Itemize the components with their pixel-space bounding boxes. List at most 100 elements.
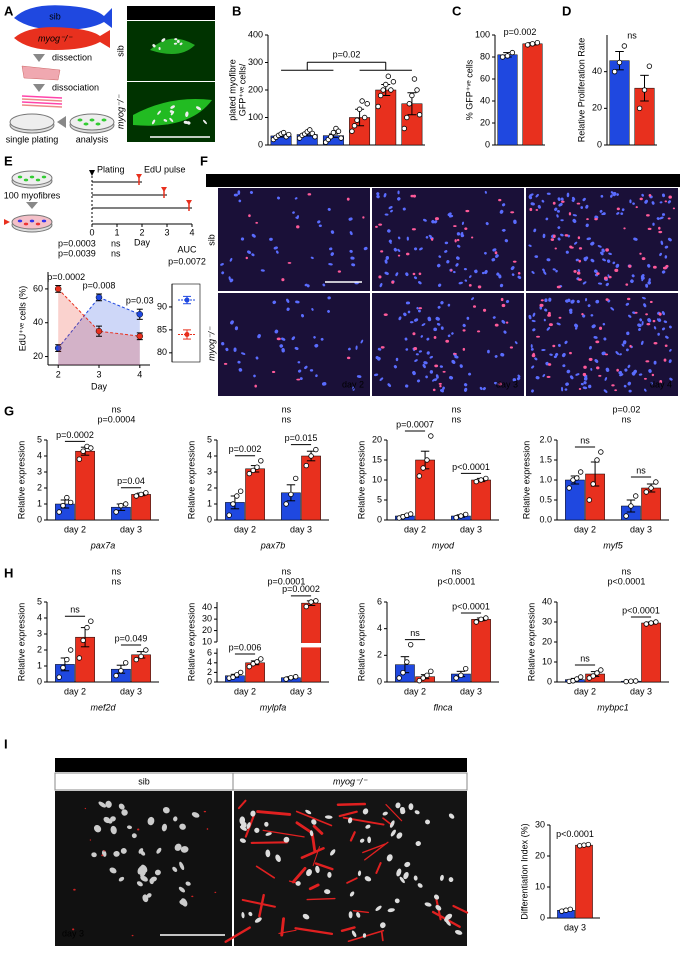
y-tick-label: 0 <box>377 676 382 686</box>
fish-sib <box>14 5 112 30</box>
cell <box>191 895 194 898</box>
y-tick-label: 0 <box>37 514 42 524</box>
cell <box>349 249 353 253</box>
cell <box>178 886 186 893</box>
data-point <box>416 112 423 118</box>
data-point <box>64 494 70 501</box>
cell <box>554 207 558 212</box>
cell <box>427 316 432 322</box>
y-tick-label: 0 <box>547 676 552 686</box>
cell <box>101 118 107 122</box>
cell <box>653 360 657 365</box>
x-tick-label: day 3 <box>120 524 142 534</box>
y-tick-label: 30 <box>542 616 552 626</box>
y-tick-label: 3 <box>207 466 212 476</box>
cell <box>103 850 106 852</box>
cell <box>456 256 460 260</box>
y-tick-label: 90 <box>157 301 167 311</box>
cell <box>600 251 604 256</box>
data-point <box>258 458 264 464</box>
stats-header: ns <box>282 414 292 424</box>
comparison-label: p<0.0001 <box>622 605 660 615</box>
cell <box>540 299 544 302</box>
cell <box>513 219 517 225</box>
cell <box>501 303 506 308</box>
y-tick-label: 6 <box>377 596 382 606</box>
label: 0 <box>89 227 94 237</box>
cell <box>351 930 357 938</box>
cell <box>295 300 300 304</box>
cell <box>17 175 23 179</box>
y-axis-label: Relative Proliferation Rate <box>576 38 586 143</box>
image-edu <box>218 293 370 396</box>
cell <box>583 381 587 385</box>
cell <box>337 270 342 273</box>
cell <box>531 271 535 274</box>
cell <box>596 366 600 370</box>
cell <box>347 347 351 351</box>
cell <box>89 839 92 841</box>
cell <box>405 348 409 351</box>
myotube <box>255 865 276 879</box>
data-point <box>80 637 86 644</box>
data-point <box>499 54 506 60</box>
cell <box>426 351 430 355</box>
cell <box>640 274 645 279</box>
cell <box>577 278 582 281</box>
cell <box>463 383 468 387</box>
cell <box>72 928 75 931</box>
cell <box>255 356 259 360</box>
cell <box>558 203 563 207</box>
cell <box>628 314 632 318</box>
cell <box>528 195 533 200</box>
cell <box>641 193 644 197</box>
stats-header: p=0.0001 <box>268 576 306 586</box>
cell <box>544 308 548 312</box>
myotube <box>380 931 384 942</box>
cell <box>532 328 536 332</box>
cell <box>377 347 382 351</box>
cell <box>233 193 238 197</box>
y-axis-label: Relative expression <box>186 603 196 682</box>
data-point <box>64 656 70 663</box>
cell <box>503 330 507 334</box>
cell <box>403 312 407 317</box>
cell <box>384 259 388 264</box>
data-point <box>359 98 365 104</box>
cell <box>393 247 398 252</box>
cell <box>616 207 620 211</box>
data-point <box>633 493 639 499</box>
cell <box>541 199 545 203</box>
cell <box>131 833 137 839</box>
label: myog⁻/⁻ <box>206 326 216 361</box>
cell <box>173 816 178 822</box>
data-point <box>641 87 648 93</box>
cell <box>444 917 449 923</box>
cell <box>238 368 243 372</box>
cell <box>662 193 666 198</box>
data-point <box>598 667 604 673</box>
data-point <box>594 670 600 676</box>
comparison-label: p<0.0001 <box>556 829 594 839</box>
data-point <box>254 464 260 470</box>
data-point <box>586 497 593 503</box>
cell <box>251 253 255 257</box>
cell <box>625 348 629 352</box>
y-tick-label: 4 <box>37 450 42 460</box>
y-tick-label: 4 <box>377 623 382 633</box>
cell <box>309 369 314 372</box>
cell <box>140 850 146 856</box>
cell <box>471 297 475 301</box>
comparison-label: p=0.0002 <box>56 430 94 440</box>
cell <box>556 285 561 289</box>
cell <box>170 111 175 116</box>
cell <box>669 348 672 352</box>
cell <box>185 111 189 118</box>
cell <box>421 323 426 327</box>
cell <box>241 352 246 355</box>
comparison-label: ns <box>70 605 80 615</box>
cell <box>170 105 175 109</box>
data-point <box>636 105 643 112</box>
cell <box>468 372 472 376</box>
data-point <box>288 491 294 498</box>
